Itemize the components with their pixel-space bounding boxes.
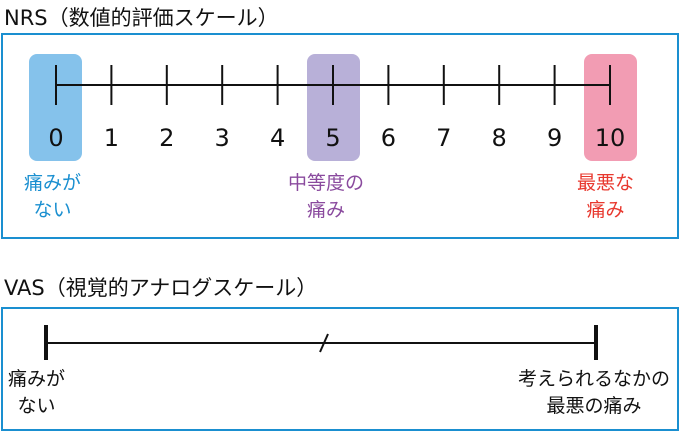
nrs-number: 4: [269, 124, 286, 152]
nrs-number: 5: [325, 124, 341, 152]
vas-box: [1, 307, 679, 431]
nrs-number: 2: [159, 124, 175, 152]
nrs-number: 1: [103, 124, 120, 152]
nrs-number: 8: [491, 124, 507, 152]
label-worst: 最悪な 痛み: [577, 172, 635, 221]
nrs-number: 9: [546, 124, 563, 152]
nrs-number: 3: [214, 124, 230, 152]
nrs-number: 0: [48, 124, 64, 152]
vas-title: VAS（視覚的アナログスケール）: [4, 276, 318, 300]
vas-right-label: 考えられるなかの 最悪の痛み: [517, 368, 670, 417]
vas-slash: [319, 333, 329, 353]
label-no-pain: 痛みが ない: [24, 172, 82, 221]
vas-left-label: 痛みが ない: [8, 368, 66, 417]
nrs-box: [1, 33, 679, 239]
nrs-number: 10: [594, 124, 626, 152]
label-moderate: 中等度の 痛み: [288, 172, 365, 221]
nrs-number: 6: [380, 124, 397, 152]
nrs-title: NRS（数値的評価スケール）: [4, 6, 279, 30]
nrs-number: 7: [436, 124, 452, 152]
